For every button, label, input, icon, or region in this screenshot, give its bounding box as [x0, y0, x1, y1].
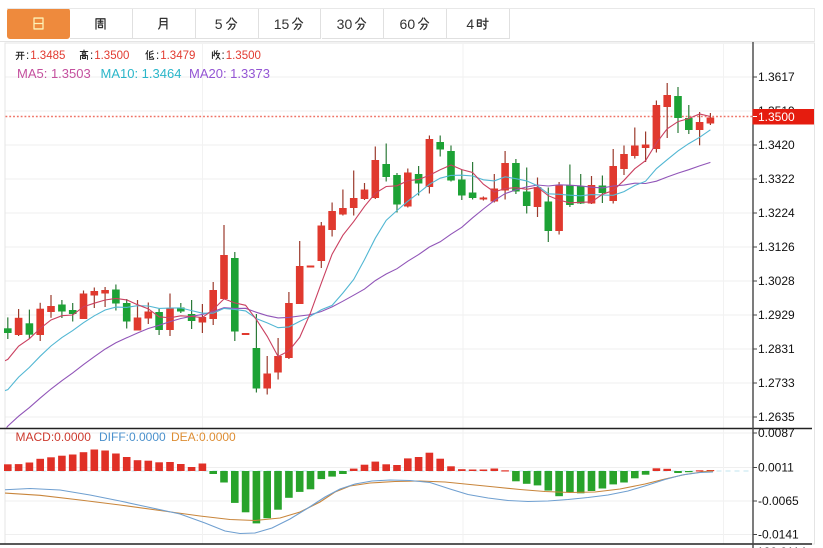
svg-text:1.3224: 1.3224 [758, 206, 795, 220]
svg-text:-0.0065: -0.0065 [758, 494, 799, 508]
svg-text:1.3322: 1.3322 [758, 172, 795, 186]
svg-text:120.0114: 120.0114 [757, 545, 806, 548]
svg-text:1.2929: 1.2929 [758, 308, 795, 322]
svg-text:1.3126: 1.3126 [758, 240, 795, 254]
svg-text:1.2831: 1.2831 [758, 342, 795, 356]
svg-text:1.2733: 1.2733 [758, 376, 795, 390]
svg-text:1.3617: 1.3617 [758, 70, 795, 84]
svg-text:-0.0141: -0.0141 [758, 528, 799, 542]
svg-text:1.2635: 1.2635 [758, 410, 795, 424]
svg-text:1.3420: 1.3420 [758, 138, 795, 152]
svg-text:0.0011: 0.0011 [758, 461, 794, 475]
svg-text:0.0087: 0.0087 [758, 426, 795, 440]
svg-text:1.3500: 1.3500 [758, 110, 795, 124]
svg-text:1.3028: 1.3028 [758, 274, 795, 288]
